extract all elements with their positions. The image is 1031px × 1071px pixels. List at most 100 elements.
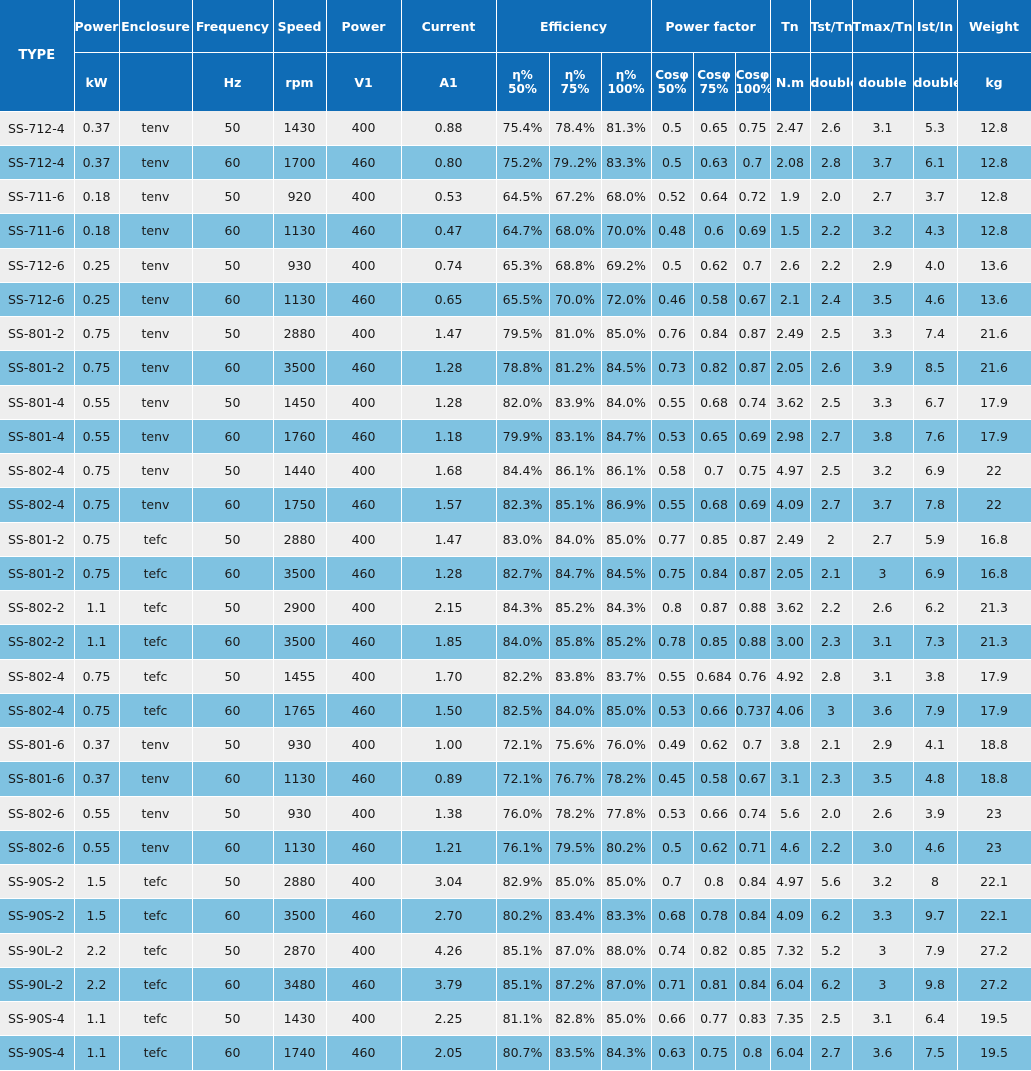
cell-frequency: 50 [192,727,274,763]
cell-eff-75: 79.5% [549,830,602,866]
cell-type: SS-90S-4 [0,1035,75,1071]
cell-cos-75: 0.62 [693,248,736,283]
cell-frequency: 60 [192,213,274,249]
cell-type: SS-712-4 [0,145,75,181]
cell-tst-tn: 2.7 [810,419,853,455]
cell-enclosure: tenv [119,248,193,283]
unit-tmax-double: double [852,52,914,111]
cell-eff-100: 86.9% [601,487,652,523]
cell-eff-75: 83.5% [549,1035,602,1071]
cell-cos-100: 0.8 [735,1035,771,1071]
unit-cos-100: Cosφ 100% [735,52,771,111]
cell-cos-50: 0.8 [651,590,694,626]
cell-cos-100: 0.69 [735,419,771,455]
cell-eff-100: 84.5% [601,556,652,592]
unit-rpm: rpm [273,52,327,111]
cell-tn: 2.47 [770,111,811,146]
cell-weight: 23 [957,796,1031,831]
cell-tn: 4.97 [770,453,811,489]
cell-eff-75: 85.0% [549,864,602,900]
cell-ist-in: 7.8 [913,487,958,523]
cell-eff-100: 76.0% [601,727,652,763]
cell-enclosure: tenv [119,145,193,181]
cell-eff-100: 78.2% [601,761,652,797]
cell-tn: 2.98 [770,419,811,455]
cell-frequency: 60 [192,282,274,318]
cell-power-kw: 0.18 [74,179,120,215]
cell-tn: 4.6 [770,830,811,866]
cell-tmax-tn: 2.6 [852,796,914,831]
cell-cos-100: 0.71 [735,830,771,866]
unit-cos-50-load: 50% [657,82,687,96]
cell-cos-75: 0.58 [693,282,736,318]
cell-tmax-tn: 3.2 [852,453,914,489]
cell-cos-50: 0.53 [651,419,694,455]
cell-enclosure: tefc [119,898,193,934]
cell-weight: 23 [957,830,1031,866]
cell-cos-100: 0.75 [735,453,771,489]
cell-tst-tn: 2.5 [810,385,853,420]
table-row: SS-802-4 0.75 tenv 60 1750 460 1.57 82.3% 85.1% 8… [0,487,1031,523]
cell-current: 1.21 [401,830,497,866]
cell-current: 1.47 [401,522,497,557]
cell-type: SS-802-6 [0,830,75,866]
cell-eff-50: 85.1% [496,933,550,968]
cell-tn: 3.8 [770,727,811,763]
cell-weight: 21.6 [957,350,1031,386]
cell-tmax-tn: 3.0 [852,830,914,866]
cell-eff-75: 87.0% [549,933,602,968]
cell-enclosure: tenv [119,350,193,386]
cell-power-kw: 0.37 [74,727,120,763]
cell-current: 1.57 [401,487,497,523]
cell-eff-50: 82.0% [496,385,550,420]
cell-tmax-tn: 3.9 [852,350,914,386]
header-frequency: Frequency [192,0,274,53]
cell-power-kw: 1.1 [74,624,120,660]
cell-voltage: 400 [326,659,402,694]
cell-eff-100: 84.5% [601,350,652,386]
cell-weight: 21.6 [957,316,1031,352]
cell-cos-75: 0.63 [693,145,736,181]
table-row: SS-90L-2 2.2 tefc 50 2870 400 4.26 85.1% 87.0% 88… [0,933,1031,968]
cell-enclosure: tenv [119,453,193,489]
table-row: SS-711-6 0.18 tenv 50 920 400 0.53 64.5% 67.2% 68… [0,179,1031,215]
cell-weight: 27.2 [957,933,1031,968]
unit-eff-50-symbol: η% [512,68,533,82]
cell-power-kw: 0.37 [74,145,120,181]
cell-current: 1.00 [401,727,497,763]
header-speed: Speed [273,0,327,53]
cell-eff-50: 72.1% [496,727,550,763]
cell-eff-100: 77.8% [601,796,652,831]
cell-tmax-tn: 3.1 [852,1001,914,1037]
unit-cos-50-symbol: Cosφ [655,68,689,82]
cell-ist-in: 5.9 [913,522,958,557]
cell-cos-50: 0.71 [651,967,694,1003]
cell-tmax-tn: 3.5 [852,761,914,797]
cell-power-kw: 1.5 [74,864,120,900]
cell-frequency: 60 [192,350,274,386]
cell-speed: 1130 [273,761,327,797]
cell-ist-in: 6.4 [913,1001,958,1037]
cell-ist-in: 3.7 [913,179,958,215]
cell-enclosure: tenv [119,487,193,523]
table-row: SS-801-2 0.75 tefc 50 2880 400 1.47 83.0% 84.0% 8… [0,522,1031,557]
cell-type: SS-802-4 [0,487,75,523]
cell-cos-100: 0.69 [735,213,771,249]
cell-voltage: 460 [326,487,402,523]
cell-cos-75: 0.8 [693,864,736,900]
cell-current: 1.28 [401,385,497,420]
cell-tn: 4.92 [770,659,811,694]
cell-cos-50: 0.55 [651,659,694,694]
cell-eff-50: 80.2% [496,898,550,934]
cell-cos-100: 0.69 [735,487,771,523]
cell-type: SS-90L-2 [0,967,75,1003]
cell-cos-75: 0.65 [693,111,736,146]
cell-eff-100: 84.3% [601,590,652,626]
cell-type: SS-802-2 [0,590,75,626]
cell-power-kw: 1.5 [74,898,120,934]
cell-eff-100: 72.0% [601,282,652,318]
cell-power-kw: 1.1 [74,590,120,626]
cell-cos-75: 0.62 [693,830,736,866]
cell-eff-75: 76.7% [549,761,602,797]
cell-tst-tn: 5.6 [810,864,853,900]
